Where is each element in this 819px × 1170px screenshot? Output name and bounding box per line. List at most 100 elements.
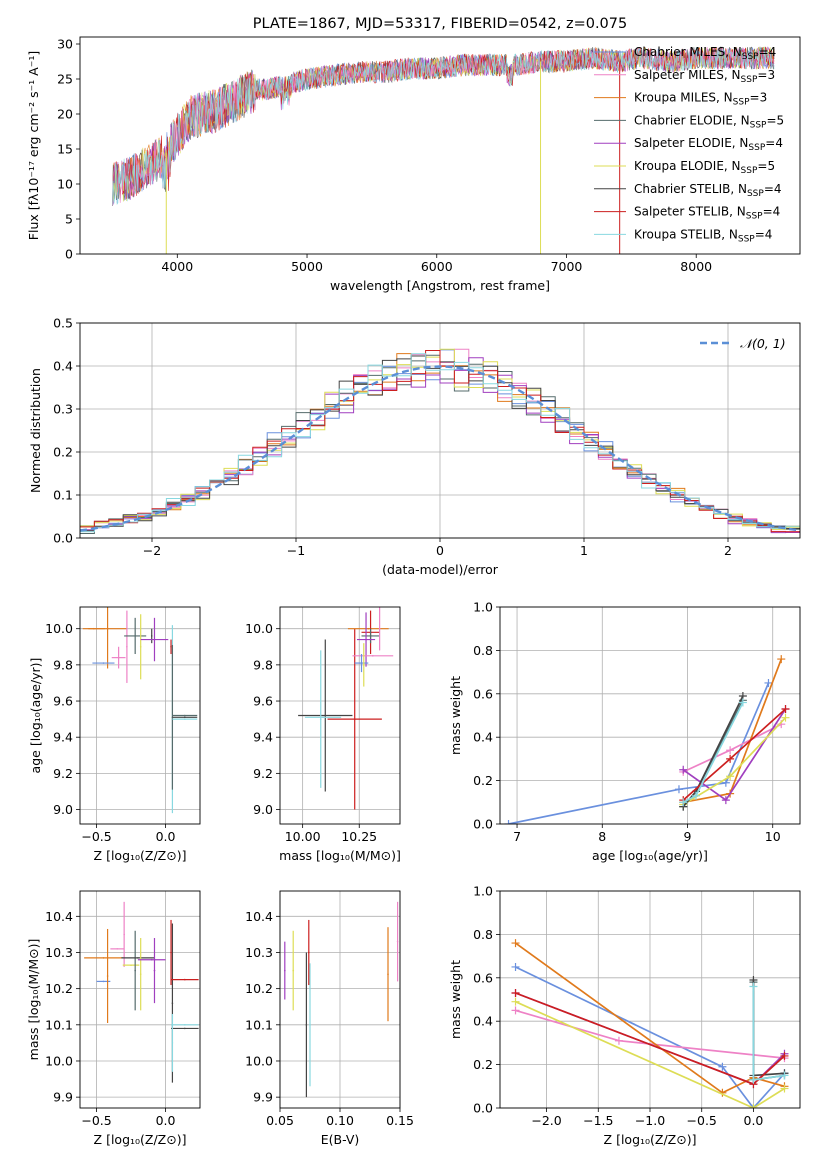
data-point: [292, 969, 295, 972]
legend-label: Chabrier MILES, NSSP=4: [634, 45, 776, 62]
y-tick-label: 1.0: [473, 884, 493, 899]
panel-weight_z: −2.0 −1.5 −1.0 −0.5 0.0 0.0 0.2 0.4 0.6 0.8 1.0 Z […: [448, 884, 801, 1147]
legend-suffix: =4: [759, 45, 777, 59]
panel-residuals: −2 −1 0 1 2 0.0 0.1 0.2 0.3 0.4 0.5 (data-model)/er…: [28, 316, 801, 577]
weight-marker: [726, 772, 735, 781]
y-axis-label: Normed distribution: [28, 368, 43, 493]
y-tick-label: 9.9: [53, 1090, 73, 1105]
weight-marker: [511, 962, 520, 971]
legend-label: Chabrier ELODIE, NSSP=5: [634, 113, 784, 130]
x-tick-label: 10: [765, 829, 781, 844]
weight-marker: [511, 1006, 520, 1015]
data-point: [367, 627, 370, 630]
legend-suffix: =4: [764, 182, 782, 196]
weight-series-8: [752, 986, 785, 1081]
y-tick-label: 0.4: [473, 1014, 493, 1029]
panel-spectrum: 4000 5000 6000 7000 8000 0 5 10 15 20 25 30 waveleng…: [26, 16, 801, 293]
y-tick-label: 9.8: [53, 657, 73, 672]
y-tick-label: 1.0: [473, 600, 493, 615]
weight-marker: [749, 1104, 758, 1108]
y-tick-label: 10.0: [245, 621, 273, 636]
plot-area: [284, 901, 399, 1098]
axes-frame: [499, 890, 801, 1109]
legend-sub: SSP: [741, 75, 758, 85]
weight-marker: [692, 791, 701, 800]
weight-marker: [781, 713, 790, 722]
y-tick-label: 9.2: [253, 766, 273, 781]
y-tick-label: 20: [57, 107, 73, 122]
legend-name: Salpeter STELIB, N: [634, 205, 746, 219]
data-point: [150, 635, 153, 637]
legend-label: Kroupa ELODIE, NSSP=5: [634, 159, 775, 176]
legend-sub: SSP: [738, 234, 755, 244]
y-tick-label: 0.6: [473, 970, 493, 985]
y-tick-label: 10.0: [45, 1053, 73, 1068]
axes-frame: [79, 606, 201, 825]
y-tick-label: 9.0: [53, 802, 73, 817]
y-tick-label: 9.0: [253, 802, 273, 817]
x-tick-label: −1.5: [583, 1113, 613, 1128]
data-point: [184, 714, 186, 717]
weight-marker: [749, 1075, 758, 1084]
legend-sub: SSP: [750, 120, 767, 130]
legend-suffix: =4: [765, 136, 783, 150]
data-point: [171, 1042, 174, 1044]
y-axis-label: mass weight: [448, 960, 463, 1039]
data-point: [130, 964, 132, 966]
panel-mass_ebv: 0.05 0.10 0.15 9.9 10.0 10.1 10.2 10.3 10.4 E(B-V…: [245, 890, 414, 1147]
weight-series-5: [515, 1000, 785, 1108]
data-point: [353, 718, 356, 720]
x-tick-label: 7: [513, 829, 521, 844]
weight-marker: [764, 678, 773, 687]
weight-marker: [738, 698, 747, 707]
x-axis-label: age [log₁₀(age/yr)]: [592, 848, 708, 863]
x-tick-label: 0.0: [156, 1113, 176, 1128]
data-point: [360, 662, 363, 664]
data-point: [378, 627, 381, 630]
weight-marker: [780, 1084, 789, 1093]
weight-marker: [679, 765, 688, 774]
legend-name: Kroupa MILES, N: [634, 91, 733, 105]
weight-marker: [726, 754, 735, 763]
weight-marker: [504, 820, 513, 824]
data-point: [362, 664, 365, 666]
y-tick-label: 0.2: [53, 445, 73, 460]
legend-sub: SSP: [747, 189, 764, 199]
data-point: [369, 635, 372, 637]
weight-series-2: [515, 942, 785, 1094]
legend-label: Kroupa STELIB, NSSP=4: [634, 227, 772, 244]
y-axis-label: Flux [fλ10⁻¹⁷ erg cm⁻² s⁻¹ A⁻¹]: [26, 51, 41, 240]
weight-marker: [674, 785, 683, 794]
legend-suffix: =4: [763, 205, 781, 219]
data-point: [372, 655, 374, 657]
x-tick-label: 1: [580, 543, 588, 558]
data-point: [134, 635, 136, 637]
axes-frame: [79, 322, 801, 539]
y-tick-label: 10.3: [45, 945, 73, 960]
x-axis-label: (data-model)/error: [382, 562, 499, 577]
weight-marker: [777, 655, 786, 664]
weight-series-1: [682, 723, 782, 773]
legend-sub: SSP: [748, 143, 765, 153]
y-tick-label: 10.2: [245, 981, 273, 996]
histogram-series-8: [80, 353, 800, 533]
plot-area: [84, 901, 199, 1083]
x-tick-label: 0.05: [266, 1113, 294, 1128]
weight-marker: [780, 1071, 789, 1080]
data-point: [319, 718, 322, 720]
y-tick-label: 25: [57, 72, 73, 87]
data-point: [184, 716, 186, 719]
axes-frame: [79, 36, 801, 255]
x-tick-label: 2: [724, 543, 732, 558]
data-point: [387, 973, 389, 975]
plot-area: [112, 46, 775, 254]
data-point: [126, 645, 128, 648]
x-tick-label: −0.5: [81, 829, 111, 844]
x-tick-label: 0.15: [386, 1113, 414, 1128]
data-point: [134, 969, 136, 972]
legend-label: Kroupa MILES, NSSP=3: [634, 91, 767, 108]
data-point: [184, 718, 186, 720]
data-point: [123, 933, 125, 936]
legend-suffix: =3: [750, 91, 768, 105]
